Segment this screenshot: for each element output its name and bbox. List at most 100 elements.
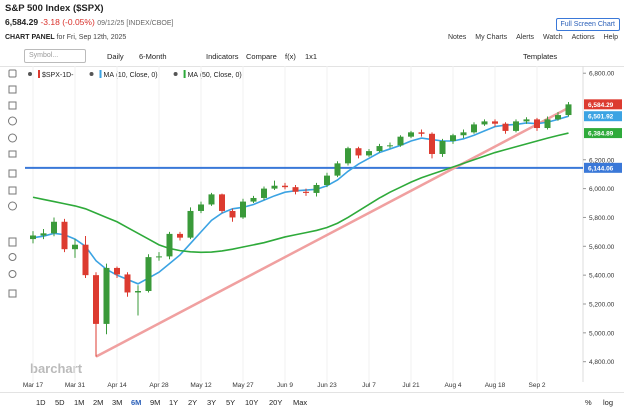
links: Notes My Charts Alerts Watch Actions Help — [439, 34, 618, 41]
legend-label: MA (10, Close, 0) — [104, 72, 158, 79]
range-button[interactable]: % — [585, 398, 592, 407]
candle-body — [481, 121, 488, 125]
y-tick-label: 6,200.00 — [589, 157, 615, 164]
range-button[interactable]: 5D — [55, 398, 65, 407]
link[interactable]: Notes — [447, 34, 467, 41]
price-tag-label: 6,584.29 — [588, 102, 614, 109]
range-button[interactable]: 3M — [112, 398, 123, 407]
x-tick-label: Jul 7 — [362, 382, 376, 389]
x-tick-label: Jun 23 — [317, 382, 337, 389]
range-button[interactable]: 5Y — [226, 398, 236, 407]
x-tick-label: Apr 14 — [107, 382, 127, 389]
candle-body — [219, 194, 225, 211]
candle-body — [135, 291, 141, 293]
moving-average — [32, 132, 569, 254]
x-tick-label: Mar 17 — [23, 382, 44, 389]
tool[interactable]: Templates — [523, 52, 558, 61]
candle-body — [156, 256, 162, 258]
x-tick-label: Aug 4 — [445, 382, 462, 389]
x-tick-label: Apr 28 — [149, 382, 169, 389]
candle-body — [198, 204, 204, 211]
candle-body — [544, 119, 551, 129]
range-button[interactable]: 20Y — [269, 398, 283, 407]
title: S&P 500 Index ($SPX) — [5, 3, 104, 14]
price-tag — [584, 128, 622, 139]
candle-body — [166, 233, 173, 257]
range-bar: 1D 5D 1M 2M 3M 6M 9M 1Y 2Y 3Y 5Y 10Y 20Y Max% log — [0, 392, 624, 414]
tool[interactable]: 1x1 — [305, 52, 318, 61]
x-tick-label: Sep 2 — [529, 382, 546, 389]
change: -3.18 (-0.05%) — [40, 17, 95, 27]
price-tag — [584, 162, 622, 173]
tool[interactable]: 6-Month — [139, 52, 167, 61]
range-button[interactable]: 6M — [131, 398, 142, 407]
toolbar: Symbol... Daily 6-Month Indicators Compa… — [0, 46, 624, 67]
y-tick-label: 6,800.00 — [589, 71, 615, 78]
link[interactable]: Alerts — [516, 34, 535, 41]
y-tick-label: 5,200.00 — [589, 301, 615, 308]
link[interactable]: Help — [603, 34, 618, 41]
range-button[interactable]: 1Y — [169, 398, 179, 407]
candle-body — [450, 135, 456, 142]
candle-body — [313, 184, 320, 193]
candle-body — [72, 244, 78, 250]
x-tick-label: Aug 18 — [485, 382, 506, 389]
range-button[interactable]: 10Y — [245, 398, 259, 407]
price-tag — [584, 111, 622, 122]
candle-body — [177, 233, 183, 238]
price-tag-label: 6,501.92 — [588, 114, 614, 121]
candle-body — [366, 151, 372, 156]
tool[interactable]: Indicators — [206, 52, 239, 61]
range-button[interactable]: 1D — [36, 398, 46, 407]
moving-average — [32, 115, 569, 285]
candle-body — [523, 119, 530, 122]
candle-body — [40, 233, 47, 236]
tool[interactable]: Compare — [246, 52, 277, 61]
x-tick-label: May 12 — [190, 382, 212, 389]
x-tick-label: May 27 — [232, 382, 254, 389]
panel: CHART PANEL — [5, 34, 55, 41]
price-tag — [584, 99, 622, 110]
candle-body — [250, 197, 257, 202]
candle-body — [229, 210, 236, 218]
y-tick-label: 5,800.00 — [589, 215, 615, 222]
candle-body — [345, 148, 351, 164]
candle-body — [261, 188, 267, 198]
link[interactable]: Actions — [571, 34, 595, 41]
tool[interactable]: f(x) — [285, 52, 296, 61]
candle-body — [93, 275, 99, 324]
x-tick-label: Jul 21 — [402, 382, 420, 389]
candle-body — [114, 267, 120, 275]
range-button[interactable]: 2M — [93, 398, 104, 407]
y-tick-label: 4,800.00 — [589, 359, 615, 366]
symbol-input[interactable]: Symbol... — [24, 49, 86, 63]
candle-body — [429, 133, 435, 154]
watermark: barchart — [30, 361, 83, 376]
candle-body — [324, 175, 330, 185]
tool[interactable]: Daily — [107, 52, 124, 61]
range-button[interactable]: 9M — [150, 398, 161, 407]
candle-body — [124, 274, 131, 293]
link[interactable]: Watch — [543, 34, 563, 41]
panel-date: for Fri, Sep 12th, 2025 — [56, 34, 127, 41]
candle-body — [61, 221, 68, 250]
candle-body — [418, 132, 425, 134]
range-button[interactable]: 1M — [74, 398, 85, 407]
range-button[interactable]: 3Y — [207, 398, 217, 407]
link[interactable]: My Charts — [475, 34, 508, 41]
candle-body — [187, 210, 194, 238]
range-button[interactable]: log — [603, 398, 614, 407]
candle-body — [30, 235, 36, 240]
range-button[interactable]: 2Y — [188, 398, 198, 407]
price: 6,584.29 — [5, 17, 39, 27]
fullscreen-button[interactable]: Full Screen Chart — [555, 18, 620, 31]
range-button[interactable]: Max — [293, 398, 308, 407]
legend-swatch — [38, 70, 40, 78]
candle-body — [103, 267, 110, 324]
legend-eye — [89, 72, 94, 76]
candle-body — [460, 132, 467, 136]
date: 09/12/25 [INDEX/CBOE] — [97, 20, 174, 27]
candle-body — [282, 185, 288, 188]
